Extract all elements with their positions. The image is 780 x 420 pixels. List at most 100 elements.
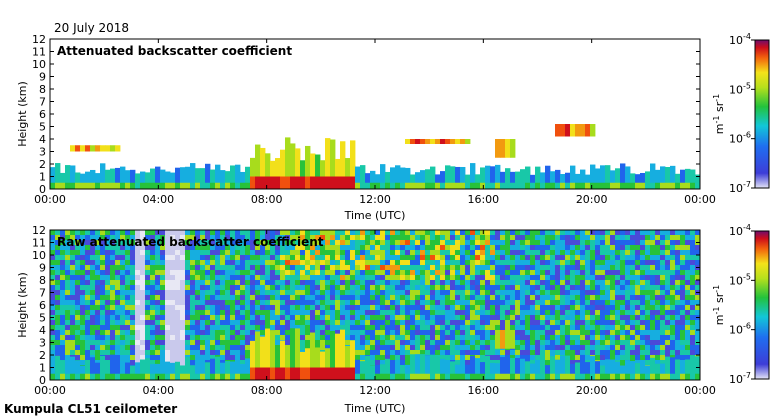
p2-heat-cell — [60, 280, 65, 285]
p2-heat-cell — [175, 250, 180, 255]
p2-heat-cell — [55, 245, 60, 250]
p2-heat-cell — [70, 320, 75, 325]
p2-heat-cell — [615, 335, 620, 340]
p2-heat-cell — [210, 245, 215, 250]
p1-heat-cell — [490, 166, 495, 189]
p2-heat-cell — [145, 235, 150, 240]
p2-heat-cell — [375, 235, 380, 240]
p2-heat-cell — [595, 325, 600, 330]
p1-heat-cell — [75, 172, 80, 189]
p2-heat-cell — [105, 305, 110, 310]
p2-heat-cell — [270, 245, 275, 250]
p2-heat-cell — [530, 255, 535, 260]
p2-heat-cell — [50, 305, 55, 310]
p2-heat-cell — [55, 315, 60, 320]
p1-ytick-label: 9 — [39, 71, 46, 84]
p2-heat-cell — [680, 240, 685, 245]
p2-heat-cell — [300, 275, 305, 280]
p2-heat-cell — [150, 285, 155, 290]
p2-heat-cell — [175, 285, 180, 290]
p2-heat-cell — [360, 275, 365, 280]
p2-heat-cell — [375, 245, 380, 250]
p2-heat-cell — [445, 330, 450, 335]
p2-heat-cell — [500, 320, 505, 325]
p2-heat-cell — [585, 320, 590, 325]
p2-heat-cell — [55, 255, 60, 260]
p2-heat-cell — [255, 315, 260, 320]
p2-heat-cell — [640, 315, 645, 320]
p1-heat-cell — [225, 183, 230, 189]
p2-heat-cell — [450, 265, 455, 270]
p2-heat-cell — [660, 345, 665, 350]
p2-heat-cell — [565, 350, 570, 355]
p2-heat-cell — [495, 355, 500, 360]
p2-heat-cell — [520, 270, 525, 275]
p1-heat-cell — [510, 139, 515, 158]
p2-heat-cell — [80, 260, 85, 265]
p1-heat-cell — [355, 167, 360, 189]
p2-heat-cell — [445, 335, 450, 340]
p2-heat-cell — [400, 250, 405, 255]
p1-heat-cell — [75, 183, 80, 189]
p2-heat-cell — [635, 305, 640, 310]
p2-heat-cell — [385, 350, 390, 355]
p2-heat-cell — [55, 350, 60, 355]
p2-heat-cell — [555, 374, 560, 380]
p2-heat-cell — [380, 320, 385, 325]
p2-heat-cell — [305, 325, 310, 330]
p2-heat-cell — [235, 345, 240, 350]
p2-heat-cell — [400, 315, 405, 320]
p2-heat-cell — [140, 335, 145, 340]
p2-heat-cell — [575, 374, 580, 380]
p2-heat-cell — [340, 320, 345, 325]
p2-heat-cell — [440, 359, 445, 380]
p2-heat-cell — [340, 230, 345, 235]
p2-heat-cell — [600, 330, 605, 335]
p2-heat-cell — [490, 300, 495, 305]
p2-heat-cell — [570, 350, 575, 355]
p2-heat-cell — [650, 275, 655, 280]
p2-heat-cell — [575, 305, 580, 310]
p1-heat-cell — [695, 183, 700, 189]
p2-heat-cell — [145, 320, 150, 325]
p2-heat-cell — [90, 275, 95, 280]
p2-heat-cell — [170, 320, 175, 325]
p2-heat-cell — [275, 290, 280, 295]
p2-heat-cell — [130, 300, 135, 305]
p2-heat-cell — [275, 305, 280, 310]
p2-heat-cell — [585, 355, 590, 360]
p2-heat-cell — [610, 300, 615, 305]
p2-heat-cell — [220, 305, 225, 310]
p2-heat-cell — [60, 345, 65, 350]
p2-heat-cell — [525, 240, 530, 245]
p2-heat-cell — [670, 245, 675, 250]
p2-heat-cell — [210, 275, 215, 280]
p2-heat-cell — [570, 360, 575, 365]
p2-xtick-label: 00:00 — [684, 384, 716, 397]
p2-heat-cell — [155, 235, 160, 240]
p2-heat-cell — [415, 345, 420, 350]
p2-heat-cell — [240, 340, 245, 345]
p2-heat-cell — [445, 290, 450, 295]
p2-heat-cell — [375, 300, 380, 305]
p2-heat-cell — [675, 350, 680, 355]
p2-heat-cell — [665, 330, 670, 335]
p2-heat-cell — [510, 240, 515, 245]
p2-heat-cell — [175, 320, 180, 325]
p2-heat-cell — [310, 330, 315, 335]
p2-heat-cell — [70, 235, 75, 240]
p1-heat-cell — [435, 183, 440, 189]
p2-heat-cell — [320, 352, 325, 380]
p2-heat-cell — [595, 335, 600, 340]
p2-heat-cell — [240, 300, 245, 305]
p1-ytick-label: 4 — [39, 133, 46, 146]
p1-heat-cell — [505, 183, 510, 189]
p2-heat-cell — [410, 335, 415, 340]
p2-heat-cell — [450, 230, 455, 235]
p2-heat-cell — [580, 275, 585, 280]
p1-ytick-label: 5 — [39, 121, 46, 134]
p2-heat-cell — [495, 350, 500, 355]
p1-heat-cell — [305, 177, 310, 190]
p2-heat-cell — [585, 255, 590, 260]
p2-heat-cell — [560, 275, 565, 280]
